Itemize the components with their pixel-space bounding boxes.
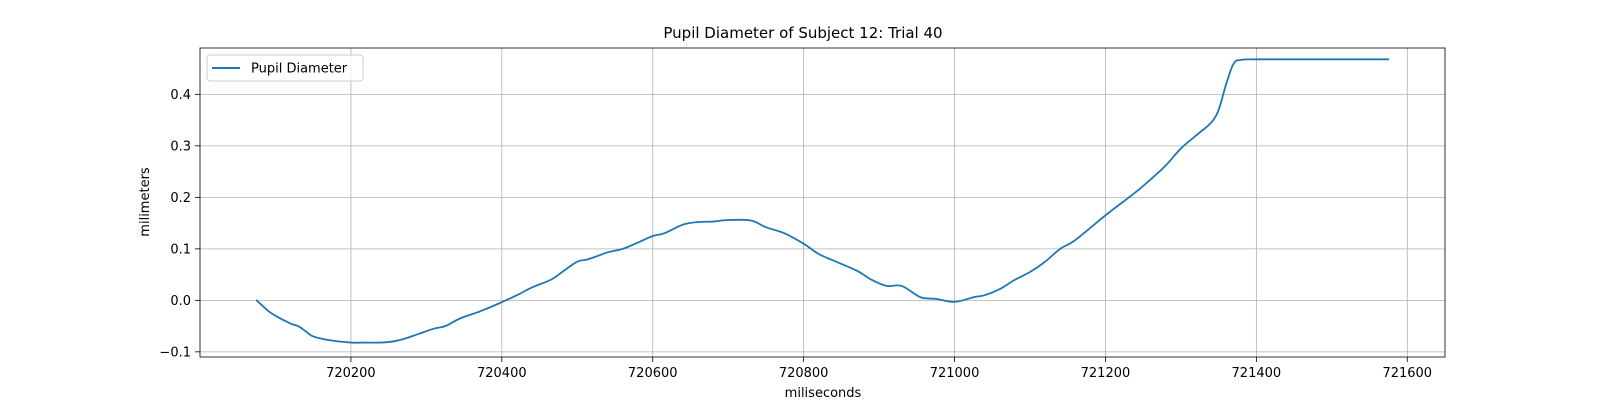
x-tick-label: 721200	[1081, 366, 1131, 381]
y-axis-label: milimeters	[138, 167, 153, 237]
y-tick-label: 0.3	[170, 139, 191, 154]
y-tick-label: 0.0	[170, 294, 191, 309]
x-tick-label: 720200	[326, 366, 376, 381]
legend-label: Pupil Diameter	[251, 62, 348, 77]
x-tick-label: 721000	[930, 366, 980, 381]
legend: Pupil Diameter	[206, 54, 364, 82]
x-axis-ticks: 720200 720400 720600 720800 721000 721200 7214…	[326, 357, 1432, 381]
plot-frame	[199, 47, 1446, 358]
chart-title: Pupil Diameter of Subject 12: Trial 40	[663, 24, 942, 42]
legend-box	[206, 54, 364, 82]
y-tick-label: 0.4	[170, 88, 191, 103]
y-axis-ticks: −0.1 0.0 0.1 0.2 0.3 0.4	[159, 88, 200, 360]
x-tick-label: 721400	[1232, 366, 1282, 381]
x-tick-label: 721600	[1382, 366, 1432, 381]
x-axis-label: miliseconds	[785, 386, 862, 400]
y-tick-label: 0.2	[170, 191, 191, 206]
x-tick-label: 720600	[628, 366, 678, 381]
series-layer	[255, 58, 1390, 344]
x-tick-label: 720800	[779, 366, 829, 381]
y-tick-label: −0.1	[159, 345, 191, 360]
series-line-pupil-diameter	[255, 58, 1390, 344]
grid-lines	[200, 48, 1445, 357]
x-tick-label: 720400	[477, 366, 527, 381]
y-tick-label: 0.1	[170, 242, 191, 257]
